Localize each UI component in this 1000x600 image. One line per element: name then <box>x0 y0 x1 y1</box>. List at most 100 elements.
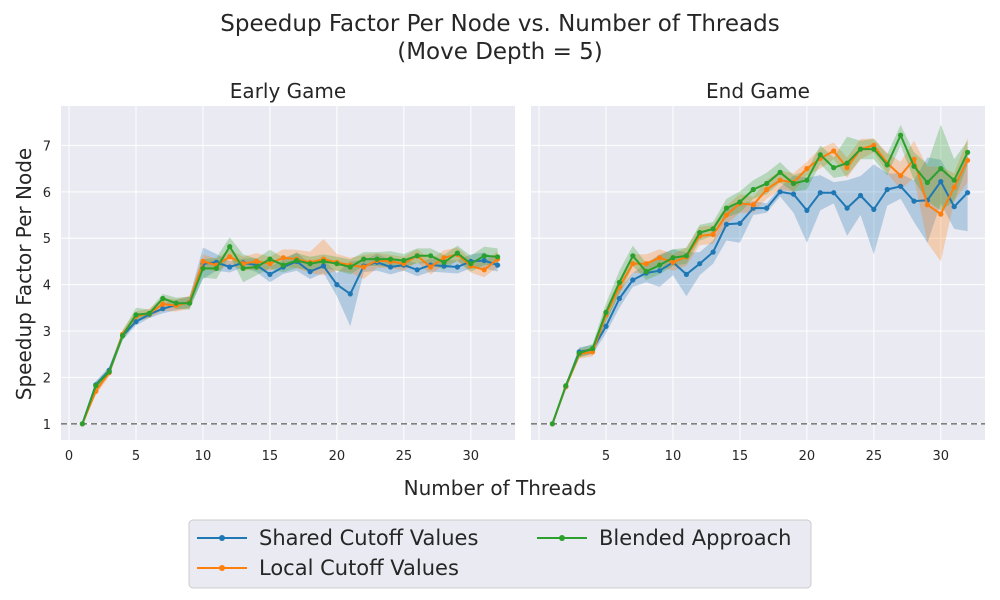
end-game-local-point <box>951 184 957 190</box>
end-game-blended-point <box>549 421 556 427</box>
early-game-blended-point <box>79 421 85 427</box>
early-game-y-tick-label: 1 <box>43 418 51 433</box>
end-game-shared-point <box>831 190 837 196</box>
end-game-shared-point <box>630 277 636 283</box>
early-game-blended-point <box>106 369 112 375</box>
early-game-blended-point <box>374 256 380 262</box>
end-game-local-point <box>844 165 850 171</box>
early-game-blended-point <box>146 310 152 316</box>
end-game-local-point <box>924 202 931 208</box>
early-game-panel-title: Early Game <box>230 79 346 103</box>
early-game-blended-point <box>133 312 139 318</box>
end-game-shared-point <box>697 261 703 267</box>
early-game-blended-point <box>187 300 193 306</box>
early-game-blended-point <box>387 256 394 262</box>
early-game-y-tick-label: 5 <box>43 232 51 247</box>
end-game-local-point <box>804 166 810 172</box>
legend-label-shared: Shared Cutoff Values <box>259 526 478 550</box>
early-game-shared-point <box>133 319 139 325</box>
early-game-blended-point <box>468 261 474 267</box>
early-game-y-tick-label: 3 <box>43 325 51 340</box>
end-game-blended-point <box>616 279 623 285</box>
early-game-x-tick-label: 30 <box>463 449 480 464</box>
early-game-y-tick-label: 2 <box>43 371 51 386</box>
end-game-shared-point <box>884 186 890 193</box>
end-game-blended-point <box>643 269 649 275</box>
early-game-shared-point <box>307 269 313 275</box>
end-game-local-point <box>777 177 783 183</box>
early-game-shared-point <box>334 282 340 288</box>
figure-title-line1: Speedup Factor Per Node vs. Number of Th… <box>220 11 779 37</box>
end-game-blended-point <box>750 186 756 193</box>
figure-title-line2: (Move Depth = 5) <box>397 39 603 65</box>
end-game-local-point <box>965 157 971 163</box>
early-game-series-layer <box>61 237 515 427</box>
early-game-x-tick-label: 20 <box>329 449 346 464</box>
early-game-blended-point <box>120 333 126 339</box>
early-game-blended-point <box>280 262 286 268</box>
end-game-blended-point <box>844 160 850 166</box>
end-game-shared-point <box>951 204 957 210</box>
end-game-blended-band <box>552 124 968 424</box>
end-game-x-tick-label: 30 <box>933 449 950 464</box>
early-game-local-point <box>481 267 487 273</box>
end-game-shared-point <box>790 191 797 197</box>
early-game-blended-point <box>454 250 460 256</box>
end-game-blended-point <box>871 146 877 152</box>
early-game-blended-point <box>93 383 99 389</box>
end-game-blended-point <box>764 180 770 187</box>
end-game-blended-line <box>551 134 969 425</box>
early-game-blended-point <box>495 254 501 260</box>
end-game-shared-band <box>552 154 968 424</box>
end-game-blended-point <box>697 230 703 236</box>
end-game-x-tick-label: 25 <box>866 449 883 464</box>
early-game-shared-point <box>495 262 501 268</box>
end-game-blended-point <box>670 255 676 261</box>
early-game-local-point <box>160 301 166 307</box>
end-game-local-point <box>670 259 676 265</box>
end-game-blended-point <box>603 309 609 315</box>
end-game-blended-point <box>884 162 890 168</box>
end-game-blended-point <box>630 253 636 259</box>
end-game-local-point <box>898 173 904 179</box>
legend-label-blended: Blended Approach <box>599 526 792 550</box>
early-game-x-tick-label: 0 <box>65 449 73 464</box>
x-axis-label: Number of Threads <box>404 476 597 500</box>
legend-item-local: Local Cutoff Values <box>197 556 459 580</box>
early-game-plot-area <box>61 106 515 440</box>
early-game-blended-point <box>227 244 233 250</box>
end-game-shared-point <box>603 323 609 329</box>
early-game-blended-point <box>213 265 219 271</box>
end-game-plot-area <box>531 106 985 440</box>
early-game-shared-point <box>454 264 460 270</box>
legend-marker-shared <box>219 535 225 541</box>
early-game-local-point <box>441 255 447 261</box>
end-game-blended-point <box>590 346 596 352</box>
end-game-local-point <box>831 148 837 154</box>
end-game-blended-point <box>576 350 582 356</box>
early-game-blended-point <box>240 265 246 271</box>
end-game-x-tick-label: 15 <box>732 449 749 464</box>
end-game-blended-point <box>710 226 716 232</box>
end-game-shared-point <box>804 207 810 213</box>
early-game-blended-point <box>361 256 367 262</box>
legend-marker-local <box>219 565 225 571</box>
early-game-shared-point <box>347 291 353 297</box>
early-game-local-point <box>280 255 286 261</box>
end-game-shared-point <box>911 198 917 204</box>
early-game-x-tick-label: 5 <box>132 449 140 464</box>
early-game-blended-point <box>347 264 353 270</box>
end-game-blended-point <box>723 205 730 211</box>
end-game-local-point <box>710 231 716 238</box>
early-game-panel: 0 5 10 15 20 25 30 1 2 3 4 5 6 7 Early Game <box>43 79 515 464</box>
legend-box <box>188 519 812 589</box>
end-game-x-tick-label: 20 <box>799 449 816 464</box>
early-game-shared-point <box>481 257 487 264</box>
end-game-blended-point <box>777 169 783 175</box>
early-game-shared-point <box>387 264 394 270</box>
early-game-shared-point <box>320 263 327 269</box>
end-game-blended-point <box>563 383 569 389</box>
end-game-shared-point <box>764 205 770 211</box>
end-game-blended-point <box>831 165 837 171</box>
